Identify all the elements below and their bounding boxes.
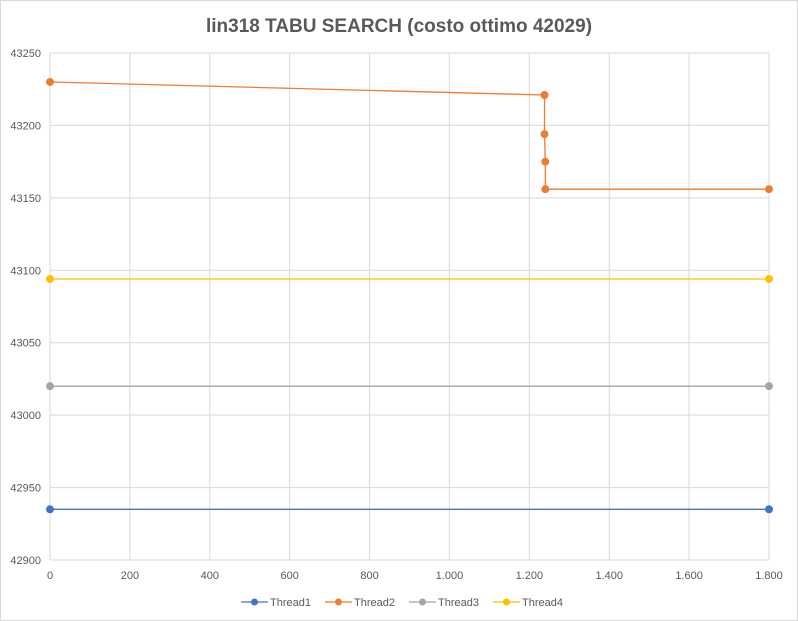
data-point [540,130,549,139]
x-tick-label: 1.800 [755,570,783,582]
x-tick-label: 1.200 [516,570,544,582]
legend-marker [419,598,426,606]
legend-item-thread1[interactable]: Thread1 [241,597,311,609]
y-tick-label: 43250 [10,48,41,60]
y-tick-label: 42950 [10,483,41,495]
legend[interactable]: Thread1 Thread2 Thread3 Thread4 [241,597,563,609]
grid-layer [49,52,770,561]
x-tick-label: 800 [360,570,378,582]
legend-marker [251,598,258,606]
y-tick-label: 43150 [10,193,41,205]
legend-item-thread2[interactable]: Thread2 [325,597,395,609]
x-tick-label: 1.400 [595,570,623,582]
data-point [765,274,773,283]
legend-label: Thread4 [522,597,563,609]
legend-label: Thread2 [354,597,395,609]
series-thread3 [46,382,773,391]
x-tick-label: 1.000 [436,570,464,582]
data-point [765,185,773,194]
x-tick-label: 200 [121,570,139,582]
data-point [46,77,54,86]
y-tick-label: 43100 [10,265,41,277]
series-layer [46,77,773,514]
data-point [46,505,54,514]
series-thread2 [46,77,773,194]
y-tick-label: 42900 [10,555,41,567]
y-tick-label: 43050 [10,338,41,350]
legend-label: Thread1 [270,597,311,609]
x-tick-label: 600 [280,570,298,582]
y-tick-label: 43200 [10,120,41,132]
data-point [541,157,550,166]
x-tick-label: 400 [201,570,219,582]
x-tick-label: 0 [47,570,53,582]
series-line [49,81,769,190]
chart-title: lin318 TABU SEARCH (costo ottimo 42029) [206,16,592,37]
data-point [765,505,773,514]
data-point [540,91,549,100]
data-point [765,382,773,391]
legend-marker [503,598,510,606]
data-point [46,382,54,391]
series-thread4 [46,274,773,283]
data-point [541,185,550,194]
y-tick-label: 43000 [10,410,41,422]
data-point [46,274,54,283]
legend-item-thread4[interactable]: Thread4 [493,597,563,609]
legend-item-thread3[interactable]: Thread3 [409,597,479,609]
x-tick-label: 1.600 [675,570,703,582]
legend-label: Thread3 [438,597,479,609]
axis-labels: 42900 42950 43000 43050 43100 43150 43200 43250… [10,48,782,582]
series-thread1 [46,505,773,514]
legend-marker [335,598,342,606]
